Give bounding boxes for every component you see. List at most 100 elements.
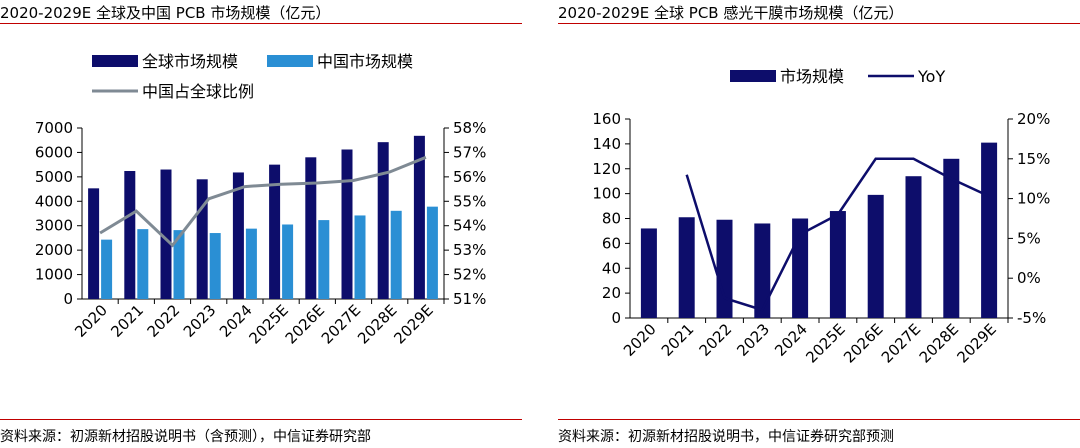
x-tick-label: 2023	[733, 320, 773, 360]
source-rule	[0, 419, 522, 420]
y-tick-label: 120	[592, 160, 621, 178]
bar-市场规模	[905, 176, 922, 318]
bar-中国市场规模	[245, 228, 257, 299]
line-中国占全球比例	[99, 155, 427, 248]
y-tick-label: 1000	[35, 266, 73, 284]
bar-市场规模	[867, 194, 884, 318]
title-rule	[0, 23, 522, 24]
bar-全球市场规模	[377, 142, 389, 299]
x-tick-label: 2023	[180, 301, 220, 341]
x-tick-label: 2026E	[840, 320, 886, 366]
bar-全球市场规模	[413, 135, 425, 299]
bar-中国市场规模	[173, 230, 185, 299]
x-tick-label: 2026E	[282, 301, 328, 347]
y-tick-label: 0	[611, 309, 621, 327]
legend-label: 市场规模	[780, 67, 844, 86]
chart-title: 2020-2029E 全球 PCB 感光干膜市场规模（亿元）	[558, 4, 904, 22]
bar-中国市场规模	[282, 224, 294, 299]
bar-全球市场规模	[124, 170, 136, 299]
chart-title: 2020-2029E 全球及中国 PCB 市场规模（亿元）	[0, 4, 331, 22]
legend-label: 全球市场规模	[142, 52, 238, 71]
x-tick-label: 2022	[144, 301, 184, 341]
y2-tick-label: 52%	[453, 266, 486, 284]
bar-市场规模	[640, 228, 657, 318]
chart-panel-left: 2020-2029E 全球及中国 PCB 市场规模（亿元） 0 1000 2000 3…	[0, 0, 522, 448]
y-tick-label: 80	[602, 210, 621, 228]
bar-全球市场规模	[341, 149, 353, 299]
y-tick-label: 6000	[35, 143, 73, 161]
bar-中国市场规模	[137, 229, 149, 299]
bar-中国市场规模	[354, 215, 366, 299]
bar-全球市场规模	[269, 164, 281, 299]
bar-全球市场规模	[88, 188, 100, 299]
bar-全球市场规模	[160, 169, 172, 299]
x-tick-label: 2027E	[318, 301, 364, 347]
bar-中国市场规模	[390, 210, 402, 299]
y2-tick-label: 15%	[1017, 150, 1050, 168]
source-note: 资料来源：初源新材招股说明书，中信证券研究部预测	[558, 429, 894, 445]
legend-swatch-中国市场规模	[267, 55, 313, 67]
y-tick-label: 2000	[35, 241, 73, 259]
y2-tick-label: 53%	[453, 241, 486, 259]
y2-tick-label: 0%	[1017, 269, 1041, 287]
source-rule	[558, 419, 1080, 420]
title-rule	[558, 23, 1080, 24]
x-tick-label: 2028E	[916, 320, 962, 366]
legend-label: YoY	[917, 67, 945, 86]
y-tick-label: 4000	[35, 192, 73, 210]
bar-中国市场规模	[318, 220, 330, 299]
bar-中国市场规模	[426, 206, 438, 299]
x-tick-label: 2021	[658, 320, 698, 360]
bar-全球市场规模	[232, 172, 244, 299]
y2-tick-label: 56%	[453, 168, 486, 186]
bar-全球市场规模	[305, 157, 317, 299]
bar-全球市场规模	[196, 179, 208, 299]
y2-tick-label: 58%	[453, 119, 486, 137]
x-tick-label: 2020	[71, 301, 111, 341]
chart-panel-right: 2020-2029E 全球 PCB 感光干膜市场规模（亿元） 0 20 40 60 80…	[558, 0, 1080, 448]
bar-市场规模	[716, 219, 733, 318]
y2-tick-label: 20%	[1017, 110, 1050, 128]
y-tick-label: 5000	[35, 168, 73, 186]
bar-中国市场规模	[209, 233, 221, 299]
x-tick-label: 2028E	[354, 301, 400, 347]
market-size-chart: 0 1000 2000 3000 4000 5000 6000 7000 51% 52% 53% 54…	[35, 52, 487, 348]
x-tick-label: 2025E	[246, 301, 292, 347]
bar-市场规模	[678, 217, 695, 318]
legend-swatch-市场规模	[730, 70, 776, 82]
bar-市场规模	[981, 142, 998, 318]
x-tick-label: 2020	[620, 320, 660, 360]
y-tick-label: 7000	[35, 119, 73, 137]
y-tick-label: 40	[602, 259, 621, 277]
bar-市场规模	[754, 223, 771, 318]
x-tick-label: 2021	[107, 301, 147, 341]
x-tick-label: 2029E	[390, 301, 436, 347]
x-tick-label: 2027E	[878, 320, 924, 366]
y2-tick-label: 10%	[1017, 190, 1050, 208]
line-YoY	[685, 157, 990, 312]
y2-tick-label: 54%	[453, 217, 486, 235]
y2-tick-label: 5%	[1017, 229, 1041, 247]
y-tick-label: 140	[592, 135, 621, 153]
y-tick-label: 100	[592, 185, 621, 203]
x-tick-label: 2025E	[802, 320, 848, 366]
legend-swatch-全球市场规模	[92, 55, 138, 67]
y-tick-label: 3000	[35, 217, 73, 235]
legend-label: 中国市场规模	[317, 52, 413, 71]
y2-tick-label: 55%	[453, 192, 486, 210]
bar-市场规模	[829, 211, 846, 318]
source-note: 资料来源：初源新材招股说明书（含预测），中信证券研究部	[0, 429, 371, 445]
dry-film-chart: 0 20 40 60 80 100 120 140 160 -5% 0% 5% 10% 15% 20% 202…	[592, 67, 1050, 367]
y-tick-label: 160	[592, 110, 621, 128]
legend-label: 中国占全球比例	[142, 82, 254, 101]
bar-市场规模	[943, 158, 960, 318]
y-tick-label: 20	[602, 284, 621, 302]
x-tick-label: 2022	[696, 320, 736, 360]
y2-tick-label: -5%	[1017, 309, 1046, 327]
y-tick-label: 0	[63, 290, 73, 308]
y-tick-label: 60	[602, 234, 621, 252]
y2-tick-label: 51%	[453, 290, 486, 308]
x-tick-label: 2029E	[954, 320, 1000, 366]
bar-中国市场规模	[101, 239, 113, 299]
y2-tick-label: 57%	[453, 143, 486, 161]
